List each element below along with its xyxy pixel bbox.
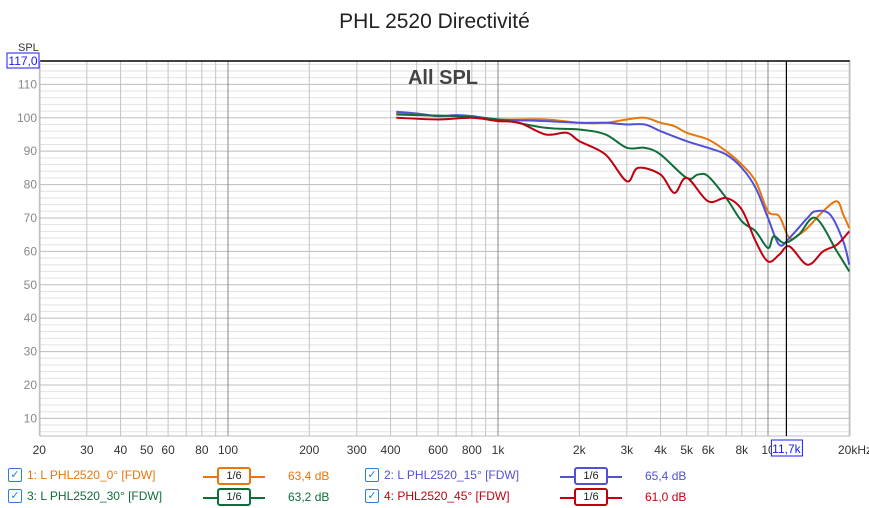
legend-checkbox[interactable]: ✓ (8, 489, 22, 503)
x-tick-label: 30 (80, 443, 94, 457)
y-tick-label: 110 (18, 77, 37, 91)
legend-value: 63,2 dB (288, 490, 330, 504)
legend-checkbox[interactable]: ✓ (365, 468, 379, 482)
smoothing-button[interactable]: 1/6 (574, 467, 608, 485)
x-tick-label: 2k (573, 443, 587, 457)
x-tick-label: 60 (161, 443, 175, 457)
smoothing-label: 1/6 (583, 491, 599, 503)
y-tick-label: 40 (24, 311, 38, 325)
x-tick-label: 200 (299, 443, 319, 457)
legend-item-4[interactable]: ✓ 4: PHL2520_45° [FDW] (365, 489, 510, 503)
x-tick-label: 5k (680, 443, 694, 457)
smoothing-label: 1/6 (226, 470, 242, 482)
y-tick-label: 90 (24, 144, 38, 158)
legend-value: 65,4 dB (645, 469, 687, 483)
x-tick-label: 8k (735, 443, 749, 457)
y-tick-label: 30 (24, 345, 38, 359)
legend-label: 4: PHL2520_45° [FDW] (384, 489, 510, 503)
x-tick-label: 600 (428, 443, 448, 457)
smoothing-button[interactable]: 1/6 (574, 488, 608, 506)
y-tick-label: 80 (24, 178, 38, 192)
x-tick-label: 800 (462, 443, 482, 457)
chart-title: PHL 2520 Directivité (339, 10, 530, 33)
legend-value: 61,0 dB (645, 490, 687, 504)
y-tick-label: 20 (24, 378, 38, 392)
cursor-readout: 11,7k (772, 442, 801, 456)
y-tick-label: 100 (17, 111, 37, 125)
x-tick-label: 6k (702, 443, 716, 457)
legend-label: 3: L PHL2520_30° [FDW] (27, 489, 163, 503)
legend-label: 2: L PHL2520_15° [FDW] (384, 468, 520, 482)
x-tick-label: 80 (195, 443, 209, 457)
smoothing-button[interactable]: 1/6 (217, 488, 251, 506)
legend-value: 63,4 dB (288, 469, 330, 483)
y-tick-label: 70 (24, 211, 38, 225)
legend-item-1[interactable]: ✓ 1: L PHL2520_0° [FDW] (8, 468, 155, 482)
cursor-readout-box (770, 439, 803, 457)
y-axis-label: SPL (18, 42, 39, 54)
legend-label: 1: L PHL2520_0° [FDW] (27, 468, 156, 482)
chart-annotation: All SPL (408, 67, 478, 89)
legend-checkbox[interactable]: ✓ (365, 489, 379, 503)
x-tick-label: 300 (347, 443, 367, 457)
x-tick-label: 1k (492, 443, 506, 457)
y-readout-box (6, 52, 40, 69)
series-line-4 (396, 116, 851, 266)
legend-checkbox[interactable]: ✓ (8, 468, 22, 482)
series-line-3 (396, 113, 851, 272)
x-tick-label: 40 (114, 443, 128, 457)
x-tick-label: 400 (381, 443, 401, 457)
smoothing-label: 1/6 (226, 491, 242, 503)
x-tick-label: 50 (140, 443, 154, 457)
smoothing-label: 1/6 (583, 470, 599, 482)
x-tick-label: 100 (218, 443, 238, 457)
legend-item-2[interactable]: ✓ 2: L PHL2520_15° [FDW] (365, 468, 519, 482)
x-tick-label: 4k (654, 443, 668, 457)
x-tick-label: 20kHz (838, 443, 869, 457)
y-tick-label: 60 (24, 244, 38, 258)
x-tick-label: 3k (620, 443, 634, 457)
y-tick-label: 10 (24, 411, 38, 425)
y-tick-label: 50 (24, 278, 38, 292)
y-readout: 117,0 (8, 54, 37, 68)
smoothing-button[interactable]: 1/6 (217, 467, 251, 485)
legend-item-3[interactable]: ✓ 3: L PHL2520_30° [FDW] (8, 489, 162, 503)
x-tick-label: 20 (33, 443, 47, 457)
